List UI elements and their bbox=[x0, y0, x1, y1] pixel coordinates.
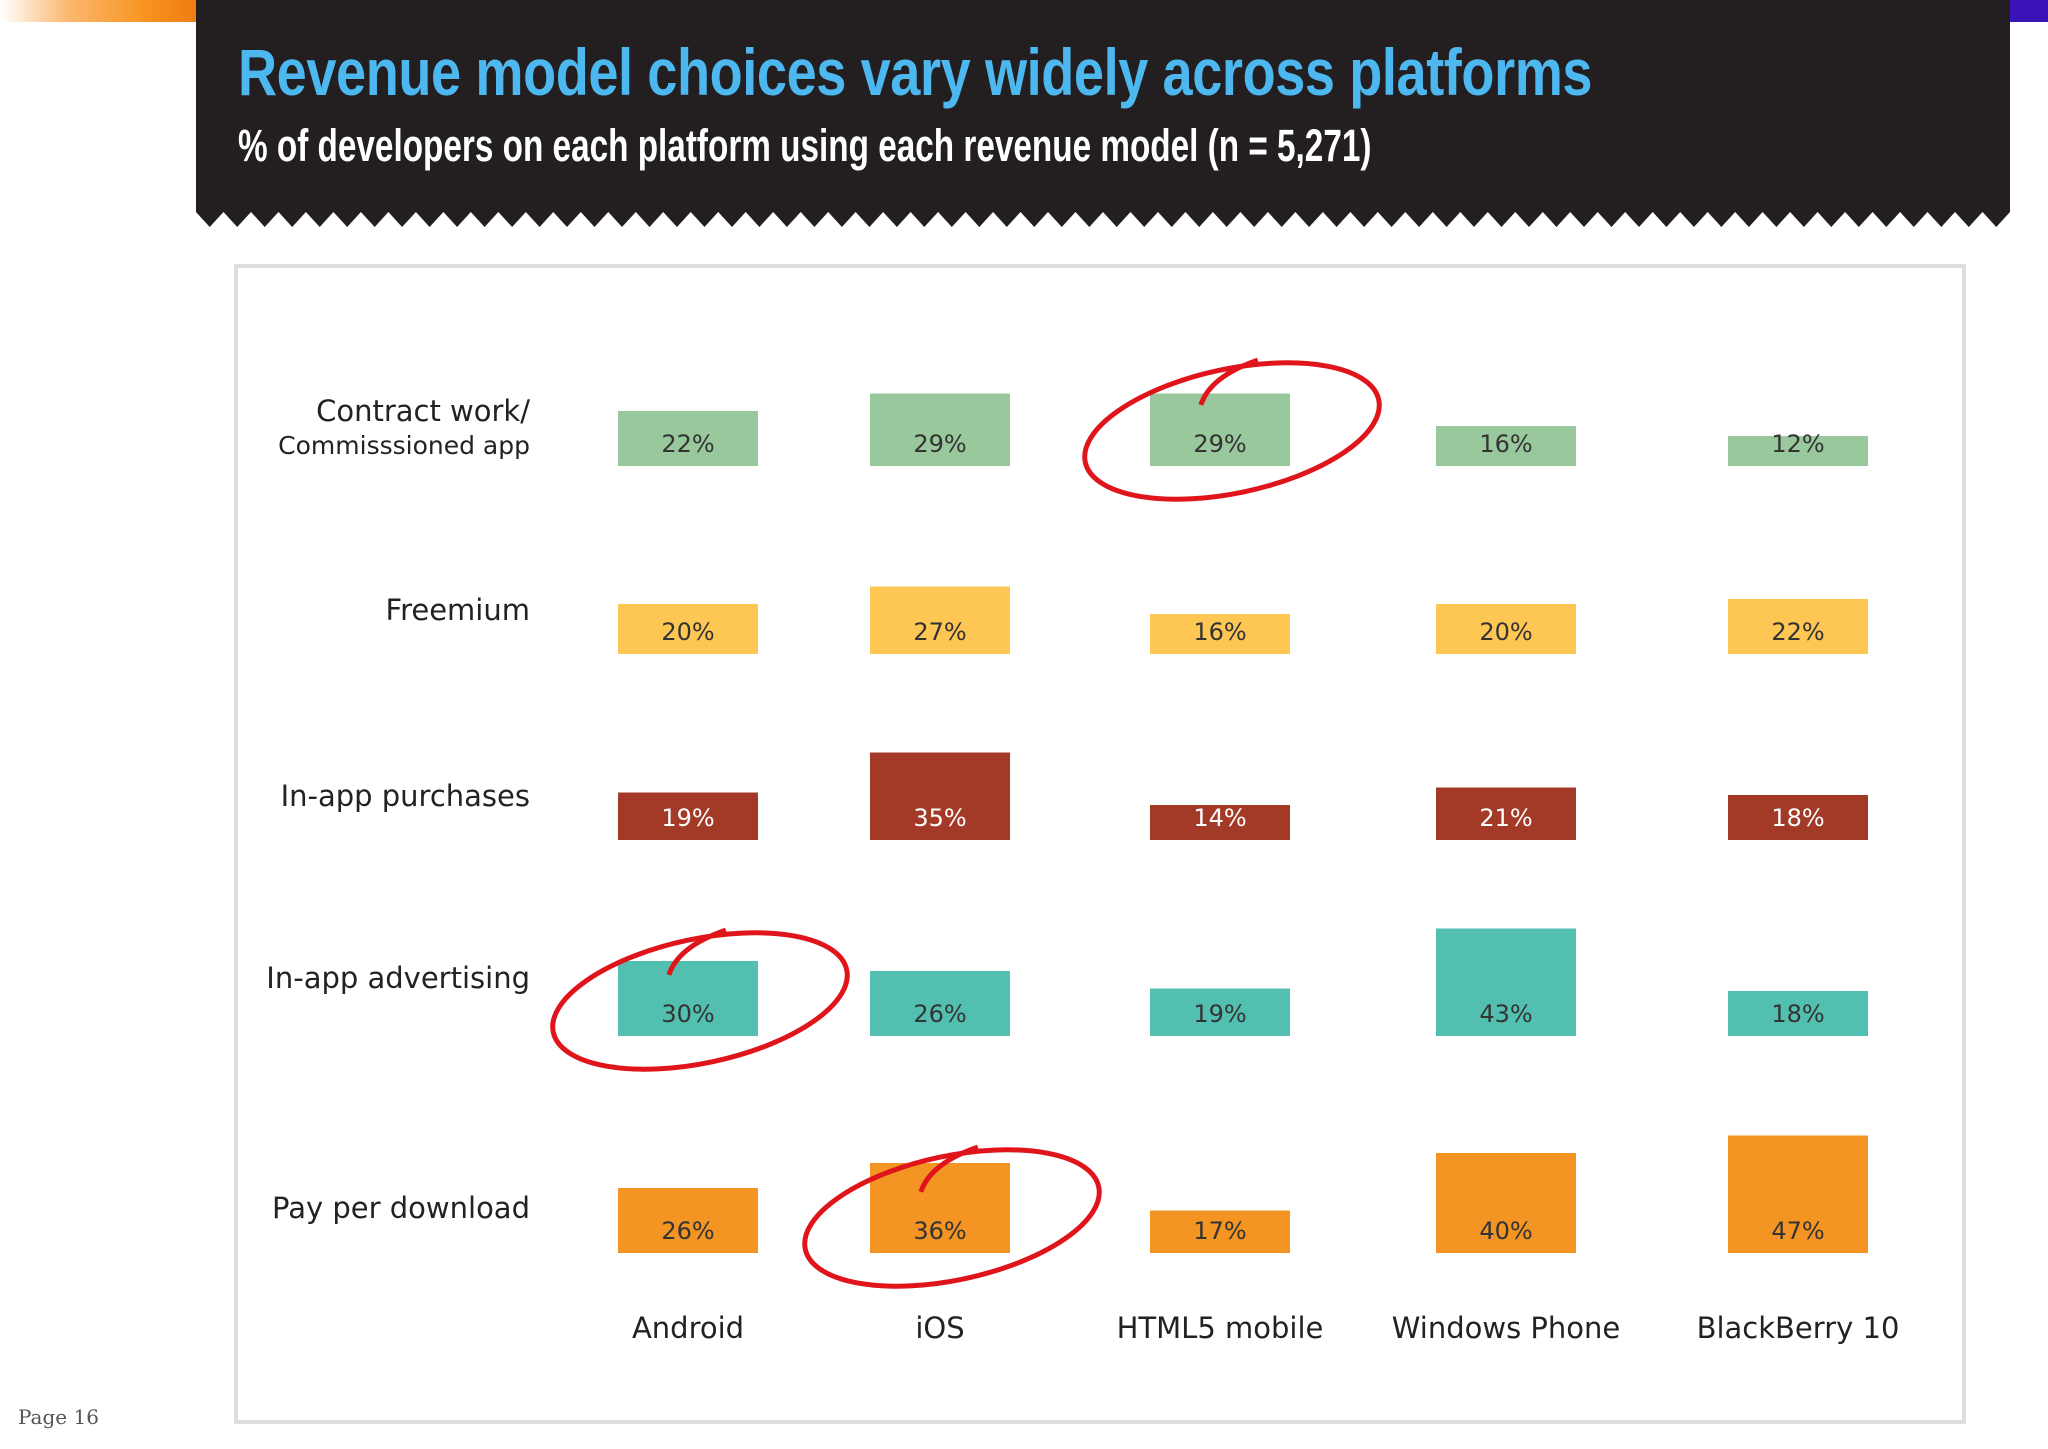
red-circle-annotation bbox=[550, 927, 850, 1072]
row-sublabel-contract-work: Commisssioned app bbox=[278, 431, 530, 460]
platform-label-windows-phone: Windows Phone bbox=[1392, 1311, 1621, 1345]
platform-label-blackberry-10: BlackBerry 10 bbox=[1697, 1311, 1900, 1345]
orange-accent-bar bbox=[0, 0, 196, 22]
red-circle-annotation bbox=[802, 1144, 1102, 1289]
bar-in-app-purchases-html5-mobile bbox=[1150, 805, 1290, 840]
bar-value-label: 29% bbox=[1193, 430, 1246, 458]
bar-value-label: 18% bbox=[1771, 1000, 1824, 1028]
red-circle-hook bbox=[918, 1144, 979, 1193]
bar-value-label: 40% bbox=[1479, 1217, 1532, 1245]
page-number: Page 16 bbox=[18, 1405, 99, 1429]
bar-value-label: 21% bbox=[1479, 804, 1532, 832]
bar-value-label: 22% bbox=[1771, 618, 1824, 646]
red-circle-stroke bbox=[802, 1147, 1102, 1289]
platform-label-html5-mobile: HTML5 mobile bbox=[1117, 1311, 1324, 1345]
platform-label-android: Android bbox=[632, 1311, 744, 1345]
bar-freemium-android bbox=[618, 604, 758, 654]
revenue-model-chart: Android iOS HTML5 mobile Windows Phone Black… bbox=[266, 357, 1900, 1345]
bar-in-app-advertising-html5-mobile bbox=[1150, 988, 1290, 1036]
bar-value-label: 26% bbox=[913, 1000, 966, 1028]
bar-pay-per-download-android bbox=[618, 1188, 758, 1253]
bar-value-label: 43% bbox=[1479, 1000, 1532, 1028]
red-circle-hook bbox=[666, 927, 727, 976]
bar-freemium-blackberry-10 bbox=[1728, 599, 1868, 654]
red-circle-stroke bbox=[1082, 360, 1382, 502]
bar-value-label: 19% bbox=[661, 804, 714, 832]
bar-contract-work-android bbox=[618, 411, 758, 466]
bar-value-label: 35% bbox=[913, 804, 966, 832]
red-circle-hook bbox=[1198, 357, 1259, 406]
bar-pay-per-download-windows-phone bbox=[1436, 1153, 1576, 1253]
bar-freemium-ios bbox=[870, 586, 1010, 654]
bar-contract-work-blackberry-10 bbox=[1728, 436, 1868, 466]
bar-contract-work-html5-mobile bbox=[1150, 393, 1290, 466]
row-label-pay-per-download: Pay per download bbox=[272, 1191, 530, 1225]
bar-freemium-windows-phone bbox=[1436, 604, 1576, 654]
bar-value-label: 20% bbox=[661, 618, 714, 646]
bar-value-label: 20% bbox=[1479, 618, 1532, 646]
bar-value-label: 22% bbox=[661, 430, 714, 458]
bar-value-label: 19% bbox=[1193, 1000, 1246, 1028]
bar-value-label: 29% bbox=[913, 430, 966, 458]
bar-pay-per-download-ios bbox=[870, 1163, 1010, 1253]
bar-in-app-purchases-android bbox=[618, 792, 758, 840]
purple-accent-bar bbox=[2010, 0, 2048, 22]
bar-in-app-advertising-ios bbox=[870, 971, 1010, 1036]
bar-in-app-purchases-blackberry-10 bbox=[1728, 795, 1868, 840]
bar-in-app-purchases-windows-phone bbox=[1436, 787, 1576, 840]
header-band: Revenue model choices vary widely across… bbox=[196, 0, 2010, 232]
platform-label-ios: iOS bbox=[915, 1311, 964, 1345]
bar-value-label: 14% bbox=[1193, 804, 1246, 832]
bar-contract-work-windows-phone bbox=[1436, 426, 1576, 466]
bar-value-label: 30% bbox=[661, 1000, 714, 1028]
header-zigzag-shape bbox=[196, 0, 2010, 227]
bar-in-app-purchases-ios bbox=[870, 752, 1010, 840]
page-subtitle: % of developers on each platform using e… bbox=[238, 120, 1372, 171]
bar-value-label: 16% bbox=[1193, 618, 1246, 646]
bar-pay-per-download-blackberry-10 bbox=[1728, 1135, 1868, 1253]
bar-value-label: 47% bbox=[1771, 1217, 1824, 1245]
page-title: Revenue model choices vary widely across… bbox=[238, 35, 1593, 109]
bar-value-label: 27% bbox=[913, 618, 966, 646]
bar-value-label: 26% bbox=[661, 1217, 714, 1245]
bar-pay-per-download-html5-mobile bbox=[1150, 1210, 1290, 1253]
bar-value-label: 36% bbox=[913, 1217, 966, 1245]
row-label-in-app-purchases: In-app purchases bbox=[281, 779, 530, 813]
chart-panel: Android iOS HTML5 mobile Windows Phone Black… bbox=[234, 264, 1966, 1424]
bar-in-app-advertising-windows-phone bbox=[1436, 928, 1576, 1036]
bar-freemium-html5-mobile bbox=[1150, 614, 1290, 654]
red-circle-stroke bbox=[550, 930, 850, 1072]
bar-value-label: 16% bbox=[1479, 430, 1532, 458]
bar-value-label: 12% bbox=[1771, 430, 1824, 458]
row-label-freemium: Freemium bbox=[386, 593, 530, 627]
bar-value-label: 17% bbox=[1193, 1217, 1246, 1245]
red-circle-annotation bbox=[1082, 357, 1382, 502]
bar-in-app-advertising-android bbox=[618, 961, 758, 1036]
bar-in-app-advertising-blackberry-10 bbox=[1728, 991, 1868, 1036]
row-label-contract-work: Contract work/ bbox=[316, 394, 530, 428]
bar-contract-work-ios bbox=[870, 393, 1010, 466]
header-background bbox=[196, 0, 2010, 227]
row-label-in-app-advertising: In-app advertising bbox=[266, 961, 530, 995]
bar-value-label: 18% bbox=[1771, 804, 1824, 832]
